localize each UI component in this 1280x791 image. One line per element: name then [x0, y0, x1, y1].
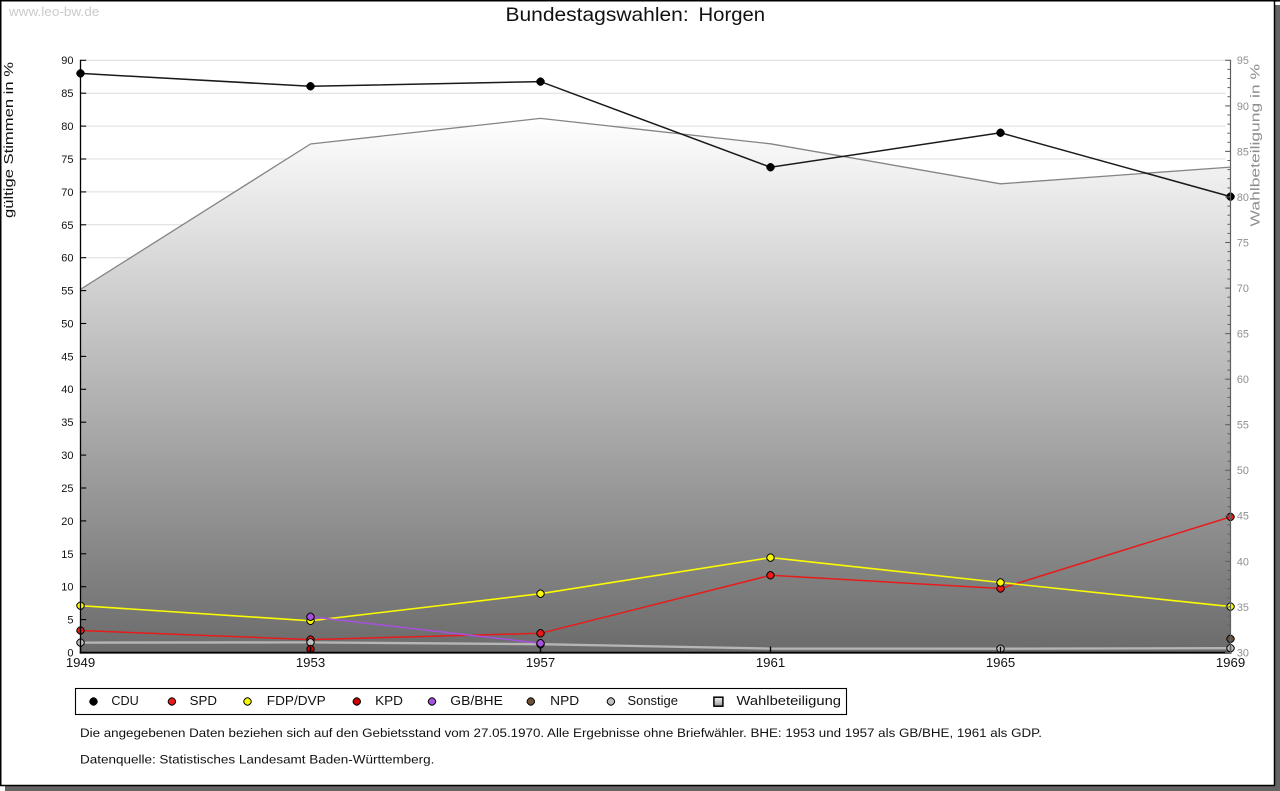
- svg-text:Sonstige: Sonstige: [628, 694, 678, 708]
- svg-text:45: 45: [1237, 511, 1249, 523]
- svg-text:Die angegebenen Daten beziehen: Die angegebenen Daten beziehen sich auf …: [80, 726, 1042, 740]
- svg-text:95: 95: [1237, 55, 1249, 67]
- svg-text:50: 50: [1237, 465, 1249, 477]
- svg-text:65: 65: [1237, 329, 1249, 341]
- svg-text:85: 85: [61, 88, 73, 100]
- svg-text:1961: 1961: [756, 655, 785, 670]
- svg-text:CDU: CDU: [111, 694, 138, 708]
- svg-text:www.leo-bw.de: www.leo-bw.de: [8, 4, 99, 19]
- svg-text:1953: 1953: [296, 655, 325, 670]
- svg-text:NPD: NPD: [550, 694, 579, 708]
- svg-text:5: 5: [67, 615, 73, 627]
- svg-text:Bundestagswahlen:: Bundestagswahlen:: [506, 4, 689, 26]
- svg-text:Wahlbeteiligung: Wahlbeteiligung: [737, 694, 842, 708]
- svg-text:55: 55: [61, 286, 73, 298]
- svg-text:1957: 1957: [526, 655, 555, 670]
- svg-text:1965: 1965: [986, 655, 1015, 670]
- svg-text:10: 10: [61, 582, 73, 594]
- svg-text:70: 70: [61, 187, 73, 199]
- svg-text:Wahlbeteiligung in %: Wahlbeteiligung in %: [1248, 64, 1262, 227]
- svg-text:40: 40: [1237, 556, 1249, 568]
- svg-text:30: 30: [1237, 647, 1249, 659]
- svg-text:20: 20: [61, 516, 73, 528]
- svg-text:1949: 1949: [66, 655, 95, 670]
- svg-text:70: 70: [1237, 283, 1249, 295]
- svg-text:15: 15: [61, 549, 73, 561]
- svg-text:0: 0: [67, 648, 73, 660]
- svg-text:90: 90: [61, 55, 73, 67]
- svg-text:60: 60: [61, 253, 73, 265]
- svg-text:90: 90: [1237, 101, 1249, 113]
- svg-text:80: 80: [61, 121, 73, 133]
- svg-text:40: 40: [61, 384, 73, 396]
- svg-text:75: 75: [61, 154, 73, 166]
- svg-text:65: 65: [61, 220, 73, 232]
- svg-text:45: 45: [61, 351, 73, 363]
- svg-text:Horgen: Horgen: [699, 4, 766, 26]
- svg-text:80: 80: [1237, 192, 1249, 204]
- svg-text:55: 55: [1237, 420, 1249, 432]
- svg-text:85: 85: [1237, 146, 1249, 158]
- svg-text:GB/BHE: GB/BHE: [450, 694, 503, 708]
- svg-text:Datenquelle: Statistisches Lan: Datenquelle: Statistisches Landesamt Bad…: [80, 753, 434, 767]
- svg-text:60: 60: [1237, 374, 1249, 386]
- svg-text:35: 35: [1237, 602, 1249, 614]
- svg-text:FDP/DVP: FDP/DVP: [267, 694, 326, 708]
- svg-text:25: 25: [61, 483, 73, 495]
- svg-text:gültige Stimmen in %: gültige Stimmen in %: [1, 61, 16, 218]
- svg-text:SPD: SPD: [190, 694, 217, 708]
- svg-text:35: 35: [61, 417, 73, 429]
- svg-text:30: 30: [61, 450, 73, 462]
- svg-text:50: 50: [61, 318, 73, 330]
- svg-text:75: 75: [1237, 237, 1249, 249]
- svg-text:1969: 1969: [1216, 655, 1245, 670]
- svg-text:KPD: KPD: [375, 694, 403, 708]
